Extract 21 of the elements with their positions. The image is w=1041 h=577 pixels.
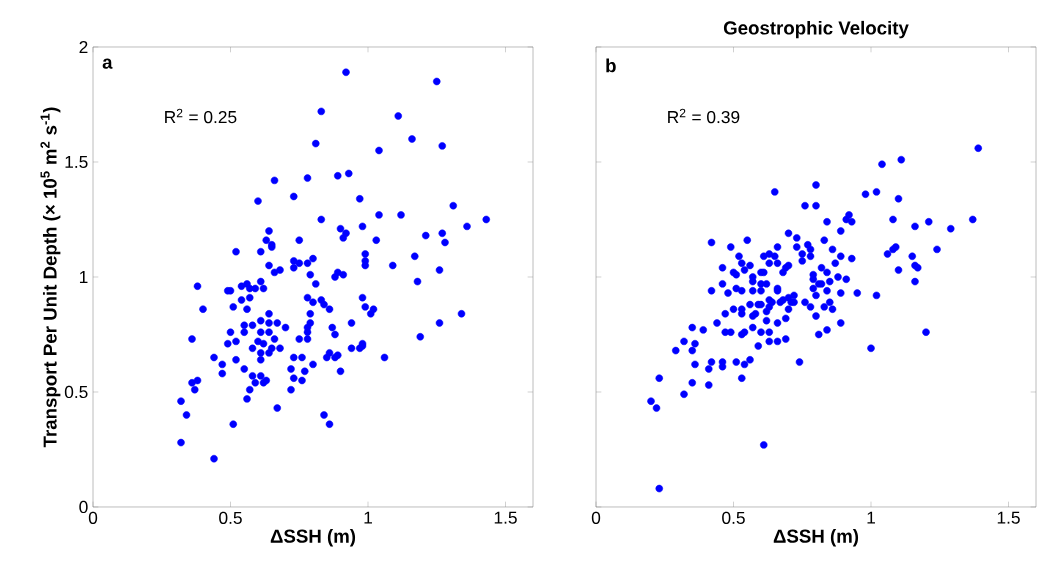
- y-tick-label: 2: [79, 40, 88, 54]
- x-tick-label: 0: [591, 511, 601, 524]
- annotation: a: [102, 58, 113, 69]
- y-tick-label: 1: [79, 271, 88, 283]
- x-tick-label: 0: [88, 511, 98, 524]
- y-tick-label: 0.5: [64, 385, 88, 399]
- x-tick-label: 1: [364, 511, 372, 524]
- y-tick-label: 0: [79, 500, 88, 514]
- annotation: R$^{2}$ = 0.39: [668, 108, 740, 124]
- y-tick-label: 1.5: [65, 155, 88, 169]
- chart-title: Geostrophic Velocity: [723, 20, 909, 39]
- x-axis-title: ΔSSH (m): [270, 529, 356, 547]
- x-tick-label: 1.5: [494, 511, 517, 524]
- x-tick-label: 0.5: [219, 511, 242, 524]
- annotation: R$^{2}$ = 0.25: [165, 108, 237, 124]
- x-axis-title: ΔSSH (m): [773, 529, 859, 547]
- y-axis-title: Transport Per Unit Depth (× 10$^{5}$ m$^{2}$ s$^{-1}$): [40, 107, 61, 448]
- x-tick-label: 0.5: [722, 511, 745, 524]
- annotation: b: [606, 58, 616, 73]
- x-tick-label: 1: [867, 511, 875, 524]
- x-tick-label: 1.5: [997, 511, 1020, 524]
